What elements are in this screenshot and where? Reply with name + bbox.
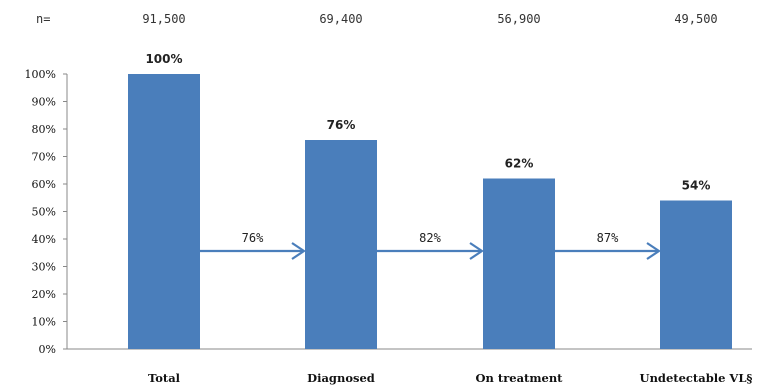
y-axis: 0% 10% 20% 30% 40% 50% 60% 70% 80% 90% 100% [25,68,752,356]
n-value: 91,500 [142,12,185,26]
bar [660,200,732,349]
data-label: 62% [505,157,534,171]
transition-label: 82% [419,231,441,245]
y-tick-label: 50% [32,206,56,219]
category-labels: Total Diagnosed On treatment Undetectable V… [148,371,752,385]
bar [128,74,200,349]
n-prefix: n= [36,12,50,26]
transition-arrow-head [291,242,306,260]
transition-arrow-head [469,242,484,260]
bar [483,178,555,349]
y-tick-label: 40% [32,233,56,246]
y-tick-label: 20% [32,288,56,301]
category-label: Total [148,371,181,385]
n-value: 49,500 [674,12,717,26]
y-tick-label: 70% [32,151,56,164]
transition-arrows: 76% 82% 87% [200,231,661,260]
n-value: 69,400 [319,12,362,26]
transition-arrow-head [646,242,661,260]
y-tick-label: 90% [32,96,56,109]
bar [305,140,377,349]
y-tick-label: 10% [32,316,56,329]
y-tick-label: 0% [39,343,56,356]
y-tick-label: 60% [32,178,56,191]
bars: 100% 76% 62% 54% [128,52,732,349]
category-label: Undetectable VL§ [640,371,753,385]
category-label: On treatment [476,371,564,385]
n-row: n= 91,500 69,400 56,900 49,500 [36,12,718,26]
data-label: 76% [327,118,356,132]
data-label: 100% [145,52,182,66]
data-label: 54% [682,179,711,193]
category-label: Diagnosed [307,371,375,385]
transition-label: 87% [597,231,619,245]
n-value: 56,900 [497,12,540,26]
y-tick-label: 100% [25,68,56,81]
y-tick-label: 30% [32,261,56,274]
transition-label: 76% [242,231,264,245]
y-tick-label: 80% [32,123,56,136]
